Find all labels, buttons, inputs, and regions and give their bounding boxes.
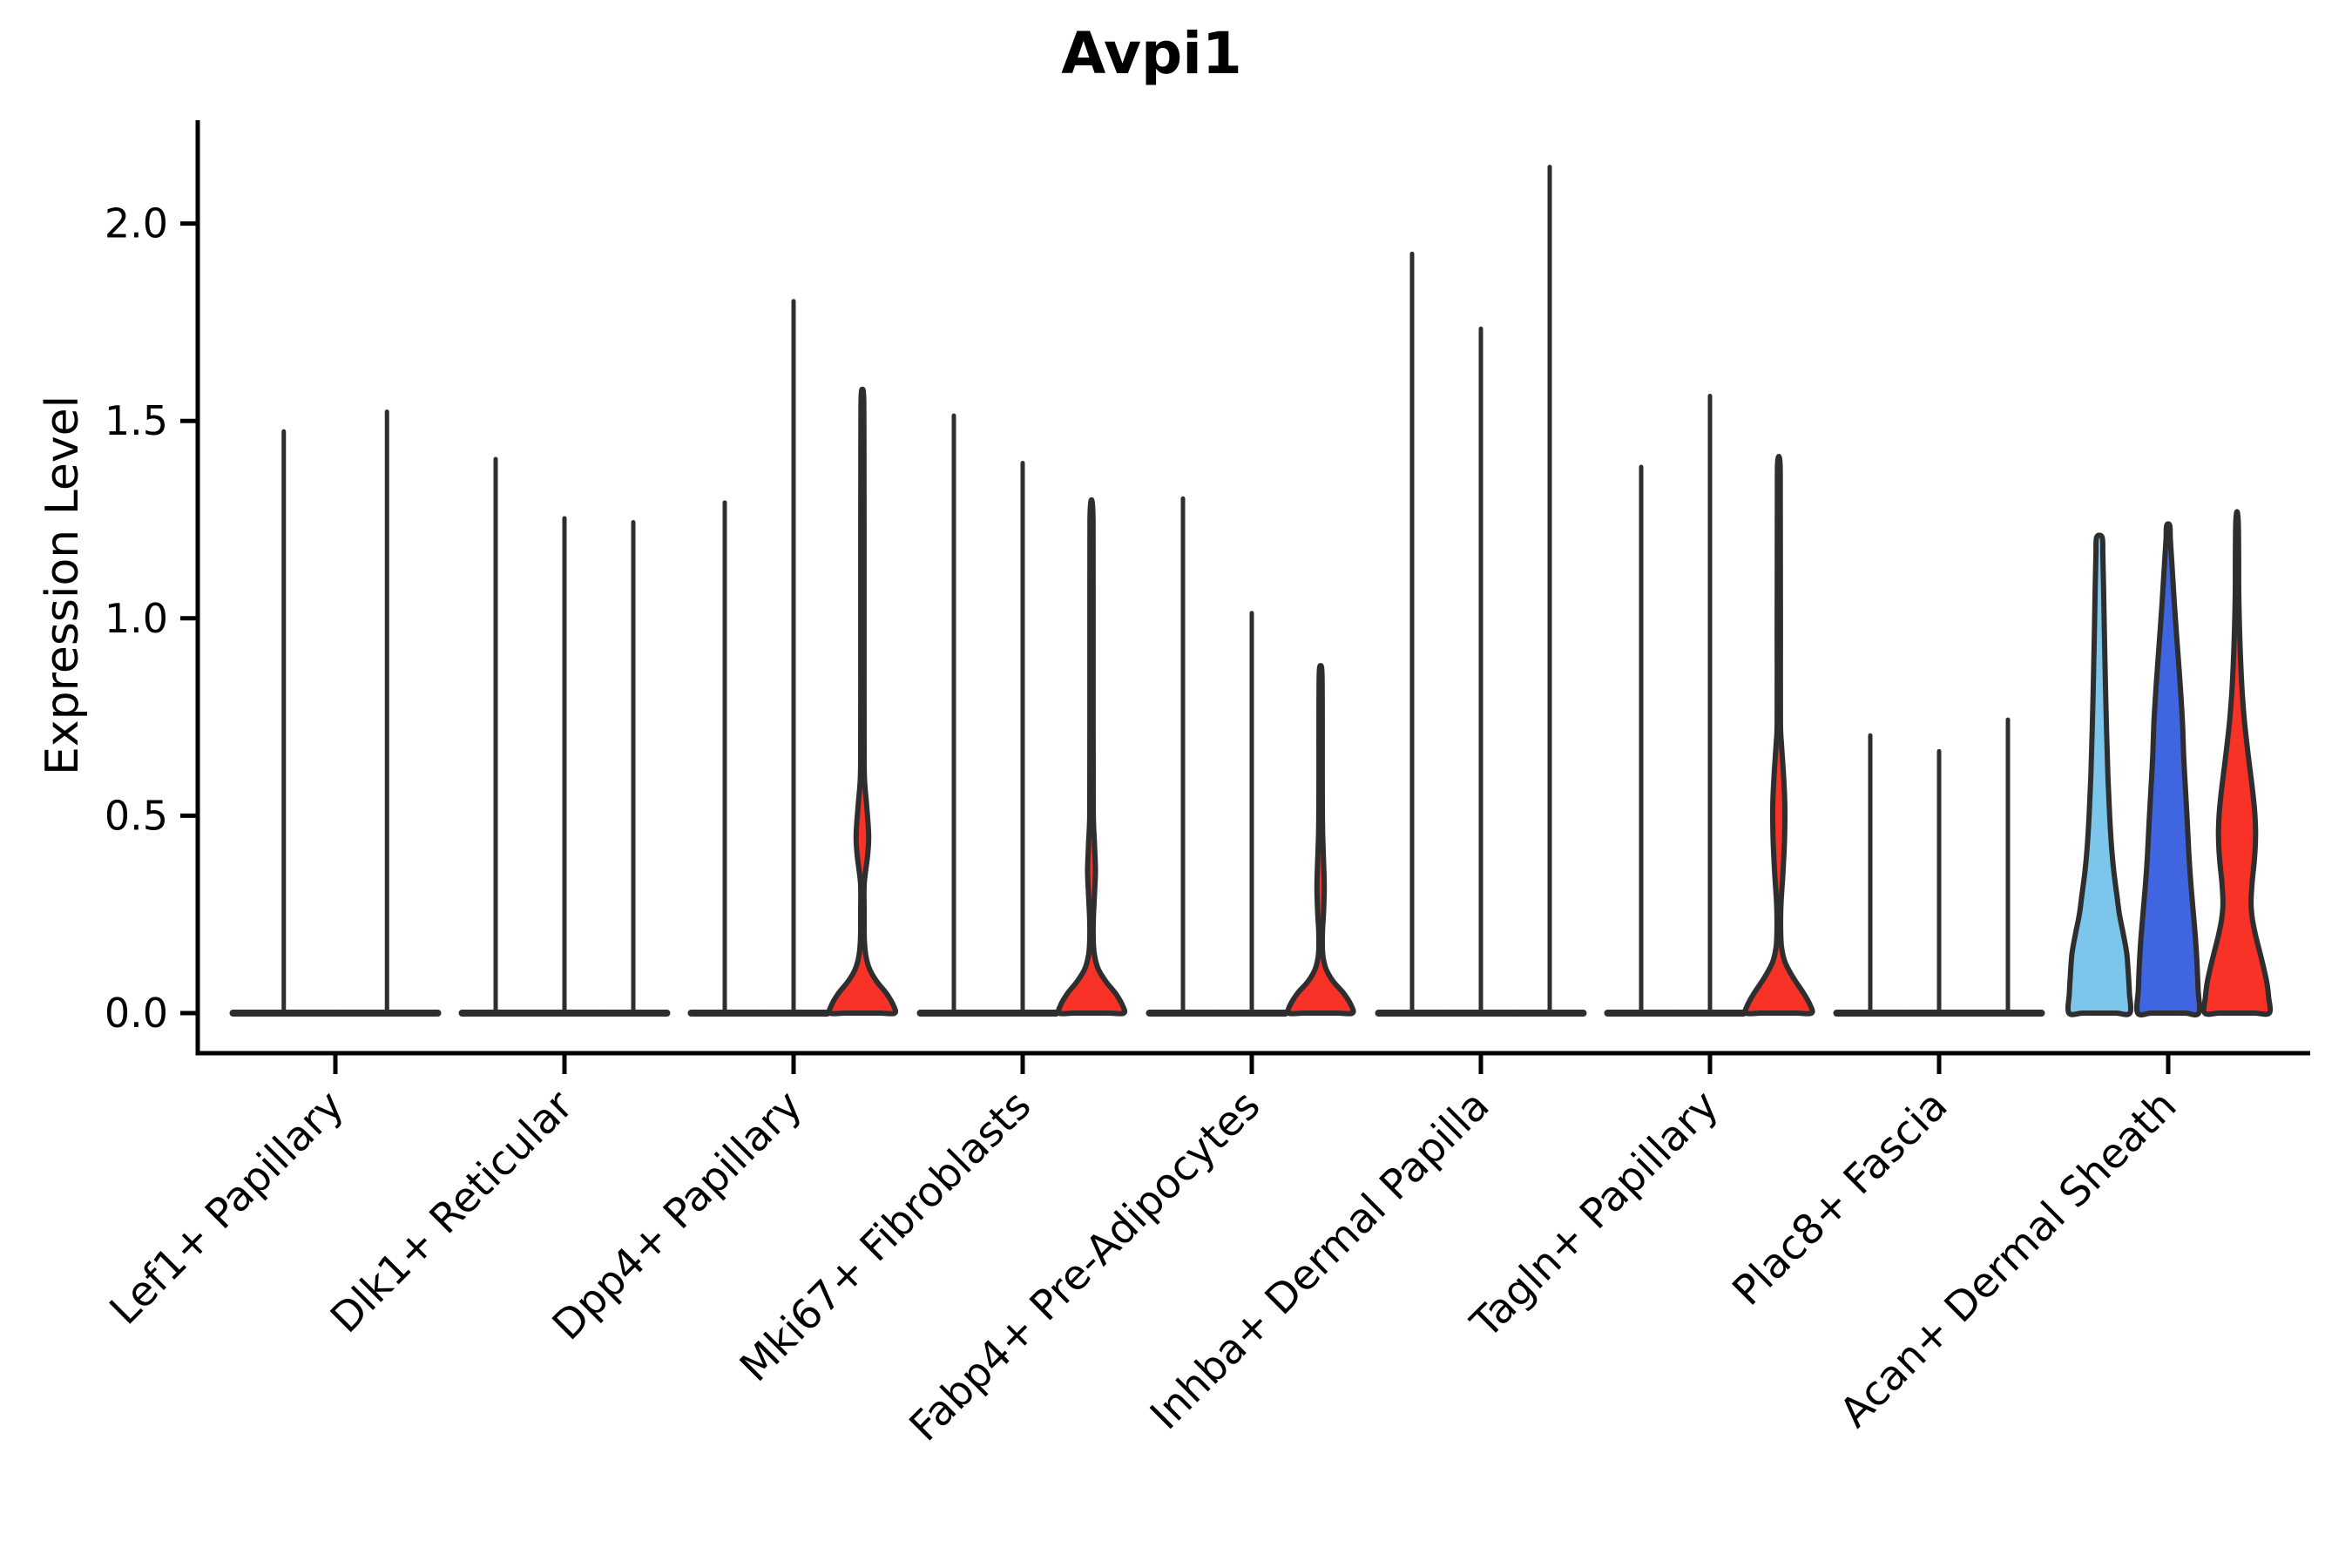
x-axis-tick-label: Plac8+ Fascia (1724, 1082, 1957, 1315)
x-axis-tick-label: Dpp4+ Papillary (544, 1082, 812, 1350)
y-axis-tick-label: 0.0 (105, 990, 168, 1037)
violin-3-3 (826, 386, 899, 1017)
x-axis-tick-label: Dlk1+ Reticular (321, 1081, 583, 1342)
y-axis-tick-label: 1.5 (105, 397, 168, 444)
violin-4-3 (1055, 497, 1128, 1017)
violin-9-3 (2200, 509, 2274, 1017)
violin-9-1 (2065, 532, 2134, 1017)
y-axis-tick-label: 2.0 (105, 200, 168, 247)
y-axis-tick-label: 0.5 (105, 792, 168, 839)
y-axis-tick-label: 1.0 (105, 595, 168, 642)
y-axis-label: Expression Level (37, 395, 89, 776)
x-axis-tick-label: Tagln+ Papillary (1462, 1082, 1728, 1348)
x-axis-tick-label: Lef1+ Papillary (101, 1082, 354, 1335)
violin-7-3 (1742, 454, 1815, 1017)
chart-title: Avpi1 (1061, 20, 1242, 87)
violin-5-3 (1285, 663, 1356, 1017)
violin-9-2 (2134, 521, 2202, 1017)
